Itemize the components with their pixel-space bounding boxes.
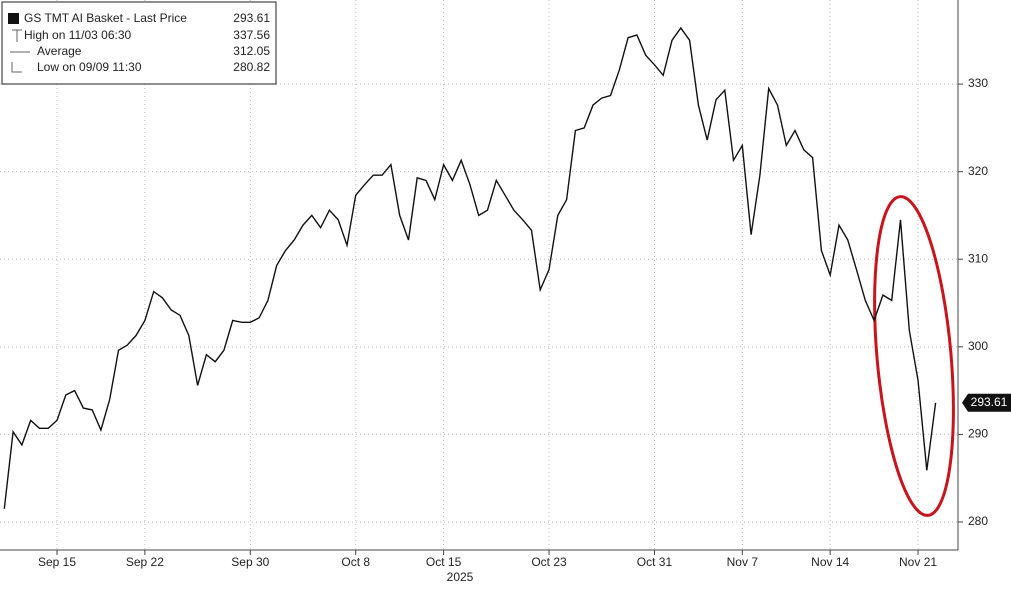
x-tick-label: Nov 21 (899, 555, 937, 569)
price-line (3, 26, 937, 509)
x-axis-label: 2025 (447, 570, 474, 584)
legend-label: GS TMT AI Basket - Last Price (24, 11, 187, 25)
x-tick-label: Oct 31 (637, 555, 673, 569)
legend-label: Low on 09/09 11:30 (37, 60, 142, 74)
x-tick-label: Oct 8 (341, 555, 370, 569)
x-tick-label: Sep 15 (38, 555, 76, 569)
y-tick-label: 310 (968, 251, 988, 265)
legend: GS TMT AI Basket - Last Price 293.61 Hig… (1, 1, 277, 85)
highlight-ellipse (873, 195, 955, 517)
legend-box (1, 1, 277, 85)
last-price-tag (962, 393, 1011, 412)
y-tick-label: 300 (968, 339, 988, 353)
x-tick-label: Sep 30 (231, 555, 269, 569)
x-tick-label: Nov 7 (727, 555, 759, 569)
y-tick-label: 320 (968, 164, 988, 178)
x-tick-label: Sep 22 (126, 555, 164, 569)
legend-value: 280.82 (233, 60, 270, 74)
last-price-label: 293.61 (971, 395, 1008, 409)
y-tick-label: 280 (968, 514, 988, 528)
legend-icon (10, 29, 30, 73)
legend-value: 293.61 (233, 11, 270, 25)
y-tick-label: 330 (968, 76, 988, 90)
legend-value: 312.05 (233, 44, 270, 58)
y-tick-label: 290 (968, 427, 988, 441)
legend-swatch (8, 13, 19, 24)
legend-label: High on 11/03 06:30 (24, 28, 132, 42)
x-tick-label: Oct 23 (531, 555, 567, 569)
x-tick-label: Nov 14 (811, 555, 849, 569)
legend-label: Average (37, 44, 82, 58)
legend-value: 337.56 (233, 28, 270, 42)
x-tick-label: Oct 15 (426, 555, 462, 569)
